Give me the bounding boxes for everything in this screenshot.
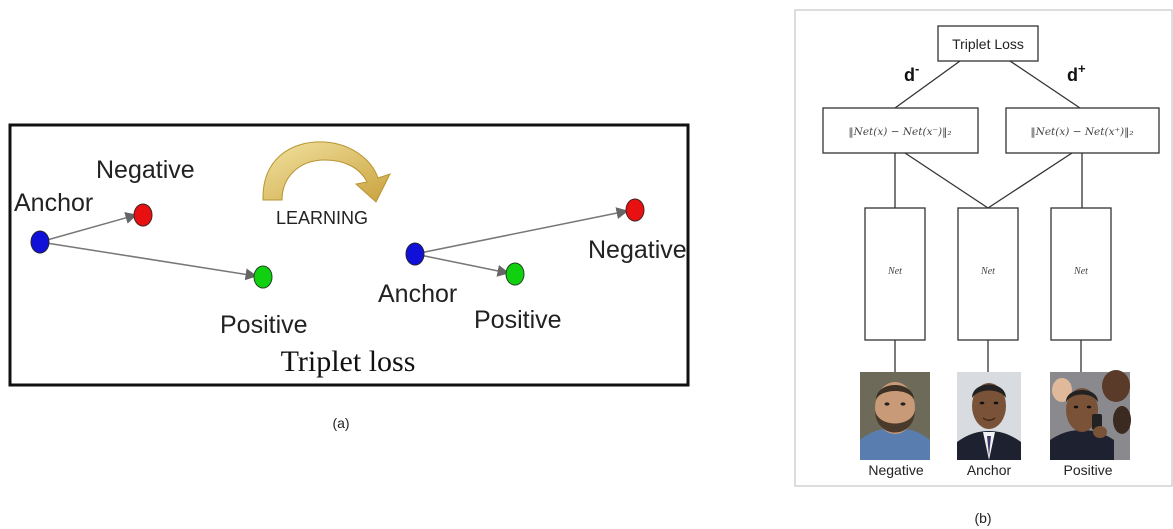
negative-dot-before [133, 203, 153, 227]
d-plus-label: d+ [1067, 61, 1086, 85]
panel-b-caption: (b) [974, 510, 991, 526]
dist-right-to-net-anchor-line [987, 152, 1073, 209]
face-photo-anchor [957, 372, 1021, 460]
panel-a-caption: (a) [332, 415, 349, 431]
panel-a-title: Triplet loss [281, 345, 416, 378]
triplet-loss-box [937, 25, 1039, 62]
panel-a: Anchor Negative Positive LEARNING Anchor… [8, 123, 690, 387]
panel-b: Triplet Loss d- d+ ‖Net(x) − Net(x⁻)‖₂ ‖… [794, 9, 1173, 487]
negative-dot-after [625, 198, 645, 222]
net-label-positive: Net [1073, 266, 1088, 277]
anchor-negative-line-before [39, 212, 138, 243]
distance-left-formula: ‖Net(x) − Net(x⁻)‖₂ [848, 126, 951, 139]
net-box-anchor [957, 207, 1019, 341]
learning-label: LEARNING [276, 208, 368, 228]
learning-arrow-icon [262, 141, 391, 203]
loss-to-right-line [1009, 60, 1081, 109]
positive-dot-before [253, 265, 273, 289]
triplet-loss-label: Triplet Loss [952, 36, 1024, 52]
anchor-negative-line-after [414, 207, 629, 255]
negative-label-after: Negative [588, 236, 687, 264]
net-label-negative: Net [887, 266, 902, 277]
net-box-positive [1050, 207, 1112, 341]
anchor-positive-line-after [414, 253, 510, 277]
face-label-anchor: Anchor [967, 462, 1012, 478]
face-photo-positive [1050, 370, 1131, 460]
face-label-positive: Positive [1063, 462, 1112, 478]
anchor-label-after: Anchor [378, 280, 457, 308]
face-label-negative: Negative [868, 462, 923, 478]
d-minus-label: d- [904, 61, 919, 85]
dist-left-to-net-anchor-line [904, 152, 989, 209]
positive-label-after: Positive [474, 306, 562, 334]
anchor-dot-before [30, 230, 50, 254]
loss-to-left-line [894, 60, 961, 109]
negative-label-before: Negative [96, 156, 195, 184]
positive-label-before: Positive [220, 311, 308, 339]
distance-right-formula: ‖Net(x) − Net(x⁺)‖₂ [1030, 126, 1133, 139]
distance-left-box [822, 107, 979, 154]
anchor-dot-after [405, 242, 425, 266]
face-photo-negative [860, 372, 930, 460]
anchor-label-before: Anchor [14, 189, 93, 217]
anchor-positive-line-before [39, 241, 258, 281]
net-label-anchor: Net [980, 266, 995, 277]
positive-dot-after [505, 262, 525, 286]
